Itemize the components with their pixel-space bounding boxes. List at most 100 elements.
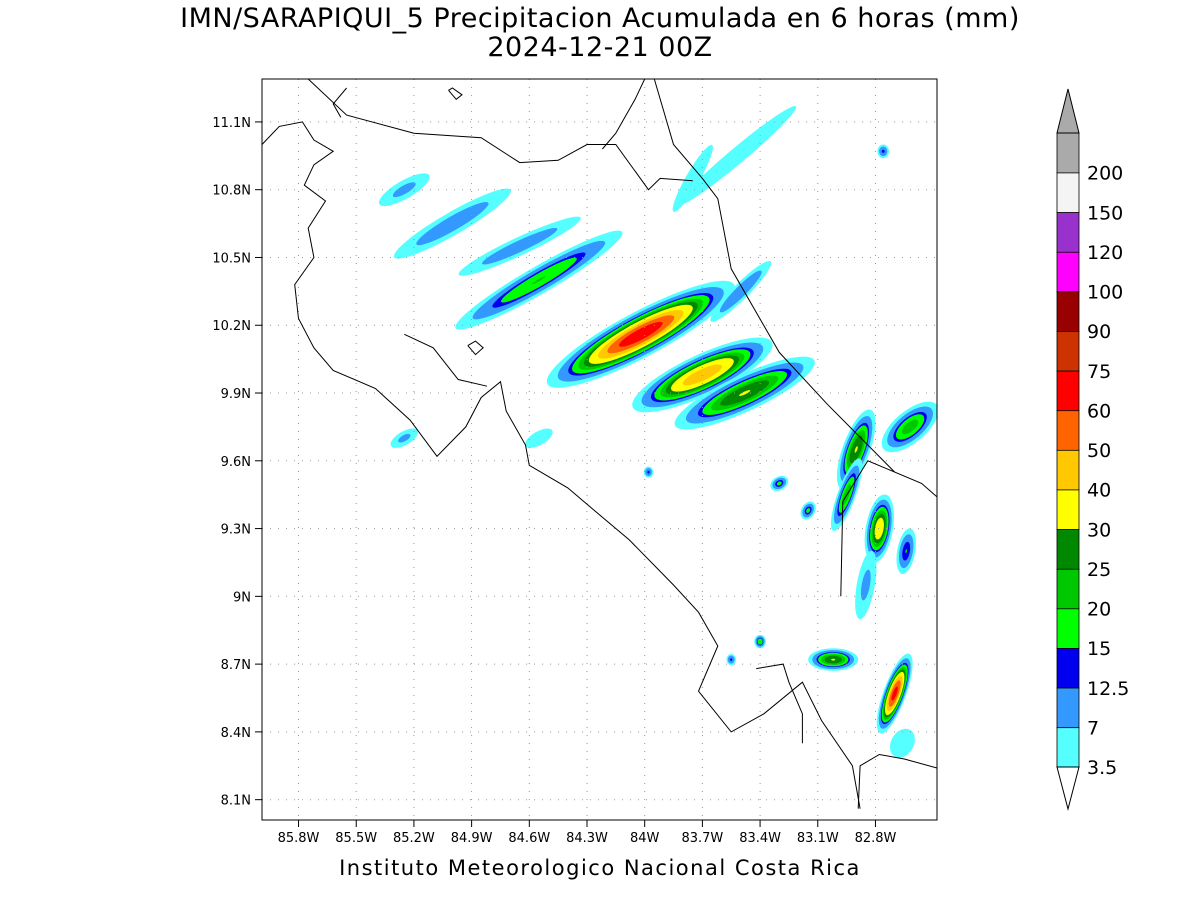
precip-contour — [881, 149, 885, 153]
precip-contour — [854, 446, 858, 453]
precip-contour — [719, 270, 762, 313]
lat-tick-label: 10.5N — [212, 252, 251, 267]
lat-tick-label: 9.6N — [221, 455, 251, 470]
precip-contour — [891, 686, 898, 701]
precip-cell — [855, 550, 877, 620]
precip-cell — [525, 428, 553, 448]
coastline — [857, 753, 937, 809]
precip-cell — [674, 356, 815, 430]
precip-contour — [759, 641, 761, 642]
precip-contour — [905, 549, 907, 553]
lat-tick-label: 10.8N — [212, 184, 251, 199]
precip-contour — [416, 201, 489, 246]
colorbar-label: 200 — [1087, 163, 1123, 185]
colorbar-label: 50 — [1087, 440, 1111, 462]
precip-contour — [806, 508, 811, 513]
precip-cell — [390, 428, 419, 448]
lon-tick-label: 84.3W — [566, 831, 608, 846]
precip-contour — [532, 276, 546, 285]
coastline — [448, 87, 463, 100]
colorbar-swatch — [1056, 370, 1080, 412]
precip-cell — [896, 528, 916, 575]
precip-cell — [546, 280, 735, 388]
lon-tick-label: 84.6W — [508, 831, 550, 846]
graticule-grid — [262, 79, 937, 820]
coastlines-borders — [262, 79, 937, 809]
colorbar-swatch — [1056, 608, 1080, 649]
precip-contour — [398, 433, 411, 443]
precip-cell — [672, 144, 713, 212]
colorbar-label: 15 — [1087, 638, 1111, 660]
colorbar-label: 75 — [1087, 361, 1111, 383]
colorbar-swatch — [1056, 687, 1080, 729]
precip-cell — [877, 144, 889, 159]
lat-tick-label: 8.4N — [221, 726, 251, 741]
precip-cell — [632, 337, 773, 413]
precip-cell — [643, 466, 654, 478]
colorbar-label: 60 — [1087, 400, 1111, 422]
colorbar-label: 40 — [1087, 480, 1111, 502]
precip-cell — [458, 216, 581, 276]
lon-tick-label: 83.4W — [739, 831, 781, 846]
precip-cell — [864, 494, 894, 563]
precip-contour — [831, 658, 836, 661]
precip-cell — [876, 653, 913, 734]
colorbar-swatch — [1056, 409, 1080, 451]
lon-tick-label: 85.2W — [393, 831, 435, 846]
colorbar-swatch — [1056, 291, 1080, 332]
colorbar: 3.5 7 12.5 15 20 25 30 40 50 60 75 90 100 120 150 200 — [1056, 88, 1129, 811]
footer-credit: Instituto Meteorologico Nacional Costa R… — [339, 856, 861, 880]
colorbar-label: 12.5 — [1087, 678, 1129, 700]
lon-tick-label: 82.8W — [855, 831, 897, 846]
colorbar-swatch — [1056, 132, 1080, 174]
coastline — [602, 79, 646, 150]
precip-contour — [730, 658, 733, 661]
colorbar-swatch — [1056, 528, 1080, 570]
colorbar-swatch — [1056, 211, 1080, 253]
colorbar-label: 20 — [1087, 599, 1111, 621]
precip-cell — [754, 634, 766, 649]
precip-contour — [874, 517, 884, 540]
lon-tick-label: 85.5W — [335, 831, 377, 846]
colorbar-top-arrow — [1056, 88, 1080, 134]
colorbar-swatch — [1056, 489, 1080, 530]
precip-cell — [808, 648, 859, 671]
lon-tick-label: 84W — [630, 831, 660, 846]
colorbar-label: 25 — [1087, 559, 1111, 581]
precip-contour — [392, 182, 416, 198]
lat-tick-label: 9N — [233, 590, 251, 605]
precip-contour — [525, 428, 553, 448]
lon-tick-label: 83.7W — [681, 831, 723, 846]
colorbar-swatch — [1056, 172, 1080, 213]
coastline — [262, 121, 861, 809]
colorbar-label: 150 — [1087, 202, 1123, 224]
precip-contour — [482, 227, 558, 265]
axis-labels: 85.8W 85.5W 85.2W 84.9W 84.6W 84.3W 84W 83.7W 83… — [212, 116, 896, 846]
colorbar-swatch — [1056, 449, 1080, 491]
precip-contour — [860, 569, 871, 601]
colorbar-label: 100 — [1087, 282, 1123, 304]
precip-cell — [800, 501, 816, 520]
colorbar-swatch — [1056, 727, 1080, 768]
coastline — [332, 87, 347, 118]
lat-tick-label: 11.1N — [212, 116, 251, 131]
colorbar-label: 7 — [1087, 717, 1099, 739]
lon-tick-label: 85.8W — [278, 831, 320, 846]
precip-contour — [677, 106, 797, 206]
colorbar-label: 3.5 — [1087, 757, 1117, 779]
precip-contour — [776, 481, 782, 486]
coastline — [307, 79, 693, 191]
precip-cell — [393, 188, 511, 259]
colorbar-swatch — [1056, 647, 1080, 689]
precip-cell — [770, 475, 789, 491]
precip-cell — [710, 260, 772, 322]
colorbar-swatch — [1056, 251, 1080, 293]
colorbar-bottom-arrow — [1056, 766, 1080, 811]
coastline — [404, 333, 488, 387]
lat-tick-label: 10.2N — [212, 319, 251, 334]
lat-tick-label: 9.9N — [221, 387, 251, 402]
lat-tick-label: 9.3N — [221, 523, 251, 538]
precip-contour — [672, 144, 713, 212]
coastline — [653, 79, 937, 498]
